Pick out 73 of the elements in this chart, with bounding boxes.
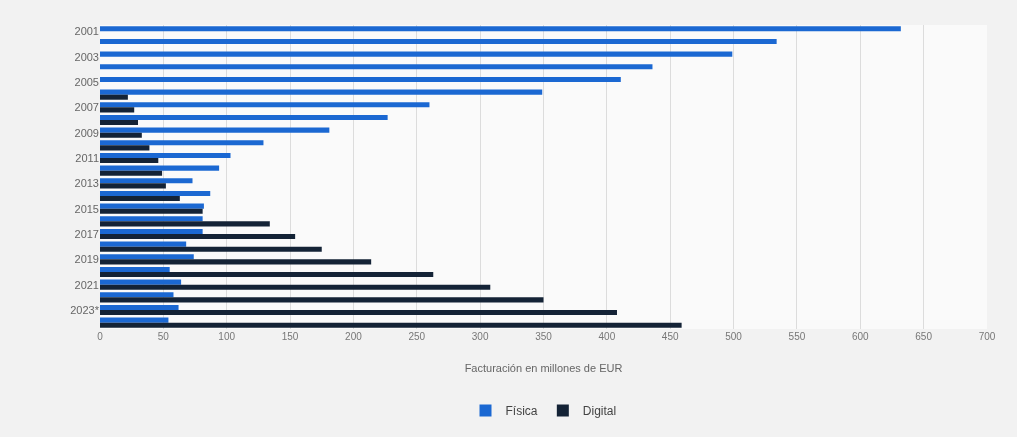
- x-tick-label: 150: [281, 331, 299, 342]
- bar: [100, 241, 187, 247]
- bar: [100, 297, 544, 303]
- y-tick-label: 2005: [74, 75, 99, 88]
- bar: [100, 89, 543, 95]
- bar: [100, 228, 203, 234]
- bar: [100, 114, 388, 120]
- y-tick-label: 2001: [74, 25, 99, 38]
- x-tick-label: 600: [851, 331, 870, 342]
- bar: [100, 234, 296, 240]
- x-tick-label: 450: [661, 331, 679, 342]
- y-tick-label: 2023*: [70, 303, 100, 316]
- bar: [100, 76, 621, 82]
- bar: [100, 51, 733, 57]
- bar: [100, 107, 135, 113]
- bar: [100, 94, 128, 100]
- bar: [100, 304, 179, 310]
- x-axis-title: Facturación en millones de EUR: [464, 362, 623, 374]
- bar: [100, 145, 150, 151]
- bar: [100, 102, 430, 108]
- bar: [100, 292, 174, 298]
- x-tick-label: 250: [408, 331, 426, 342]
- bar: [100, 221, 270, 227]
- x-tick-label: 550: [788, 331, 806, 342]
- y-tick-label: 2021: [74, 278, 99, 291]
- y-tick-label: 2007: [74, 101, 99, 114]
- bar: [100, 38, 777, 44]
- bar: [100, 152, 231, 158]
- bar: [100, 216, 203, 222]
- x-tick-label: 50: [157, 331, 170, 342]
- bar: [100, 208, 203, 214]
- bar: [100, 183, 166, 189]
- bar: [100, 246, 322, 252]
- x-tick-label: 500: [725, 331, 743, 342]
- x-tick-label: 650: [915, 331, 933, 342]
- y-tick-label: 2019: [74, 253, 99, 266]
- y-tick-label: 2017: [74, 227, 99, 240]
- bar: [100, 158, 159, 164]
- y-tick-label: 2003: [74, 50, 99, 63]
- bar: [100, 165, 220, 171]
- bar: [100, 178, 193, 184]
- x-tick-label: 400: [598, 331, 616, 342]
- bar: [100, 203, 204, 209]
- bar: [100, 272, 434, 278]
- bar: [100, 279, 182, 285]
- y-tick-label: 2013: [74, 177, 99, 190]
- bar: [100, 310, 617, 316]
- bar: [100, 254, 194, 260]
- y-tick-label: 2015: [74, 202, 99, 215]
- bar: [100, 317, 169, 323]
- bar: [100, 127, 330, 133]
- x-tick-label: 700: [978, 331, 996, 342]
- bar: [100, 322, 682, 328]
- legend-label: Física: [505, 404, 538, 419]
- x-tick-label: 300: [471, 331, 489, 342]
- bar: [100, 26, 901, 32]
- bar: [100, 170, 163, 176]
- bar: [100, 64, 653, 70]
- bar: [100, 196, 180, 202]
- x-tick-label: 200: [345, 331, 363, 342]
- x-tick-label: 100: [218, 331, 236, 342]
- bar: [100, 120, 139, 126]
- bar: [100, 132, 142, 138]
- legend-label: Digital: [582, 404, 617, 419]
- bar: [100, 266, 170, 272]
- bar: [100, 190, 211, 196]
- x-tick-label: 350: [535, 331, 553, 342]
- bar: [100, 284, 491, 290]
- x-tick-label: 0: [97, 331, 104, 342]
- y-tick-label: 2009: [74, 126, 99, 139]
- bar: [100, 140, 264, 146]
- bar: [100, 259, 372, 265]
- y-tick-label: 2011: [75, 151, 99, 164]
